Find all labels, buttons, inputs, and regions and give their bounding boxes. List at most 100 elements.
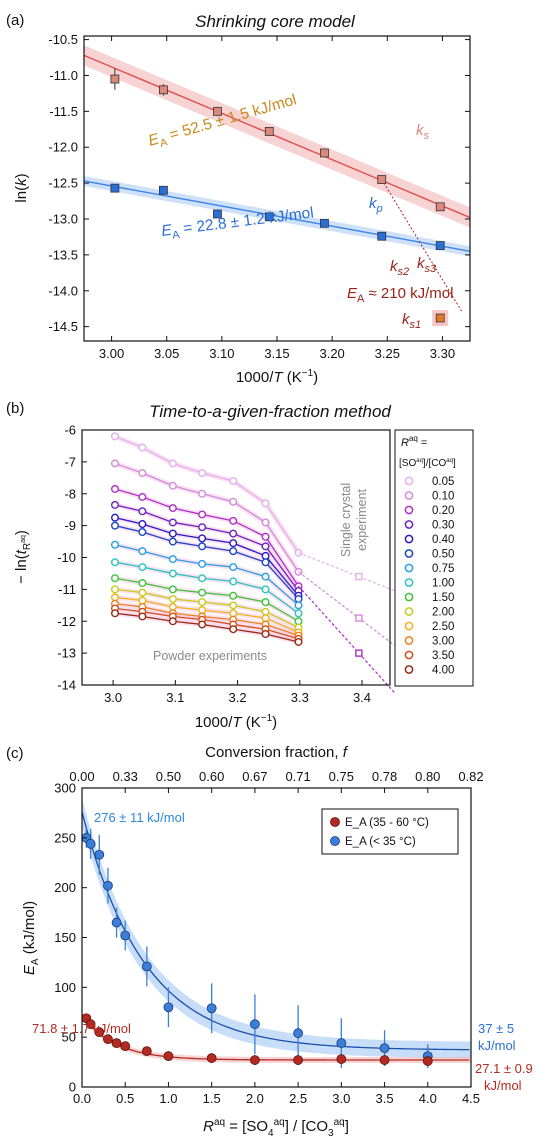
panel-a-fit-lines: [83, 54, 471, 252]
y-tick-label: -8: [64, 486, 76, 501]
series-point-0.75: [110, 540, 119, 549]
series-point-2.00: [168, 594, 177, 603]
y-tick-label: -14.0: [48, 283, 78, 298]
legend-label-4.00: 4.00: [432, 665, 454, 677]
top-x-tick-label: 0.33: [113, 769, 138, 784]
legend-label-1.50: 1.50: [432, 592, 454, 604]
legend-label-0.75: 0.75: [432, 563, 454, 575]
x-tick-label: 3.4: [353, 690, 371, 705]
blue-point: [103, 880, 113, 891]
red-point: [103, 1034, 113, 1045]
x-tick-label: 4.0: [419, 1091, 437, 1106]
panel-c-points: [81, 832, 433, 1066]
panel-a-label: (a): [6, 12, 24, 29]
series-point-0.75: [168, 555, 177, 564]
single-crystal-extension: [298, 571, 396, 647]
y-tick-label: -11: [58, 582, 76, 597]
legend-marker-0.75: [404, 563, 414, 573]
legend-label-3.50: 3.50: [432, 650, 454, 662]
series-point-4.00: [229, 625, 238, 634]
panel-b-single-crystal-points: [298, 552, 396, 694]
ks-point: [377, 175, 387, 184]
red-point: [422, 1056, 433, 1066]
y-tick-label: -9: [64, 518, 76, 533]
y-tick-label: 200: [54, 880, 76, 895]
series-point-0.30: [138, 507, 147, 516]
ks1-point: [435, 313, 445, 323]
panel-b: (b) Time-to-a-given-fraction method 3.0 3…: [6, 400, 474, 731]
powder-annotation: Powder experiments: [153, 649, 267, 663]
fit-line-0: [83, 54, 471, 219]
series-point-0.10: [229, 497, 238, 506]
series-point-1.00: [229, 577, 238, 586]
blue-point: [141, 961, 152, 972]
y-tick-label: 150: [54, 930, 76, 945]
blue-point: [206, 1003, 217, 1014]
y-tick-label: -7: [64, 454, 76, 469]
red-point: [85, 1019, 96, 1030]
series-point-0.75: [261, 572, 270, 581]
top-x-tick-label: 0.71: [285, 769, 310, 784]
single-crystal-point: [355, 614, 363, 622]
red-point: [293, 1055, 304, 1065]
series-point-4.00: [294, 637, 303, 646]
panel-b-ylabel: − ln(tRaq): [13, 530, 33, 584]
y-tick-label: -14: [57, 678, 76, 693]
series-point-0.50: [294, 594, 303, 603]
series-point-0.05: [198, 469, 207, 478]
y-tick-label: -12.5: [48, 176, 78, 191]
x-tick-label: 3.3: [291, 690, 309, 705]
series-point-0.05: [168, 459, 177, 468]
legend-label-red: E_A (35 - 60 °C): [345, 817, 429, 829]
series-point-0.75: [294, 601, 303, 610]
red-point: [336, 1054, 347, 1064]
kp-point: [213, 209, 222, 219]
single-crystal-extension: [298, 585, 396, 694]
legend-label-2.00: 2.00: [432, 607, 454, 619]
series-point-1.50: [198, 588, 207, 597]
series-point-0.20: [110, 484, 119, 493]
series-point-0.40: [168, 529, 177, 538]
series-point-2.00: [138, 588, 147, 597]
y-tick-label: 250: [54, 830, 76, 845]
x-tick-label: 3.20: [319, 346, 344, 361]
x-tick-label: 3.10: [209, 346, 234, 361]
series-point-0.30: [229, 529, 238, 538]
x-tick-label: 0.5: [116, 1091, 134, 1106]
series-point-0.50: [198, 542, 207, 551]
x-tick-label: 4.5: [462, 1091, 480, 1106]
panel-b-xlabel: 1000/T (K−1): [195, 713, 277, 731]
legend-marker-3.50: [404, 650, 414, 660]
series-point-2.50: [168, 602, 177, 611]
legend-label-3.00: 3.00: [432, 636, 454, 648]
series-point-0.10: [198, 489, 207, 498]
ks-label: ks: [416, 122, 430, 142]
x-tick-label: 1.5: [203, 1091, 221, 1106]
panel-c-xlabel: Raq = [SO4aq] / [CO3aq]: [203, 1117, 349, 1139]
series-point-0.40: [198, 534, 207, 543]
panel-a-points: [110, 74, 449, 327]
series-point-0.20: [261, 532, 270, 541]
series-point-4.00: [110, 609, 119, 618]
fit-line-1: [83, 180, 471, 252]
panel-a-xlabel: 1000/T (K−1): [236, 368, 318, 386]
legend-marker-0.05: [404, 476, 414, 486]
ks-point: [435, 202, 445, 212]
series-point-0.10: [261, 518, 270, 527]
series-point-0.40: [110, 513, 119, 522]
single-crystal-point: [355, 572, 363, 581]
series-point-0.20: [229, 516, 238, 525]
y-tick-label: -12.0: [48, 140, 78, 155]
x-tick-label: 3.2: [229, 690, 247, 705]
red-point: [163, 1051, 174, 1062]
kp-point: [320, 218, 329, 228]
panel-b-label: (b): [6, 400, 24, 417]
panel-b-points: [110, 432, 303, 646]
series-point-4.00: [198, 620, 207, 629]
top-x-tick-label: 0.67: [242, 769, 267, 784]
top-x-tick-label: 0.50: [156, 769, 181, 784]
series-point-0.30: [110, 500, 119, 509]
red-point: [111, 1038, 122, 1049]
blue-point: [336, 1038, 347, 1049]
legend-marker-4.00: [404, 665, 414, 674]
